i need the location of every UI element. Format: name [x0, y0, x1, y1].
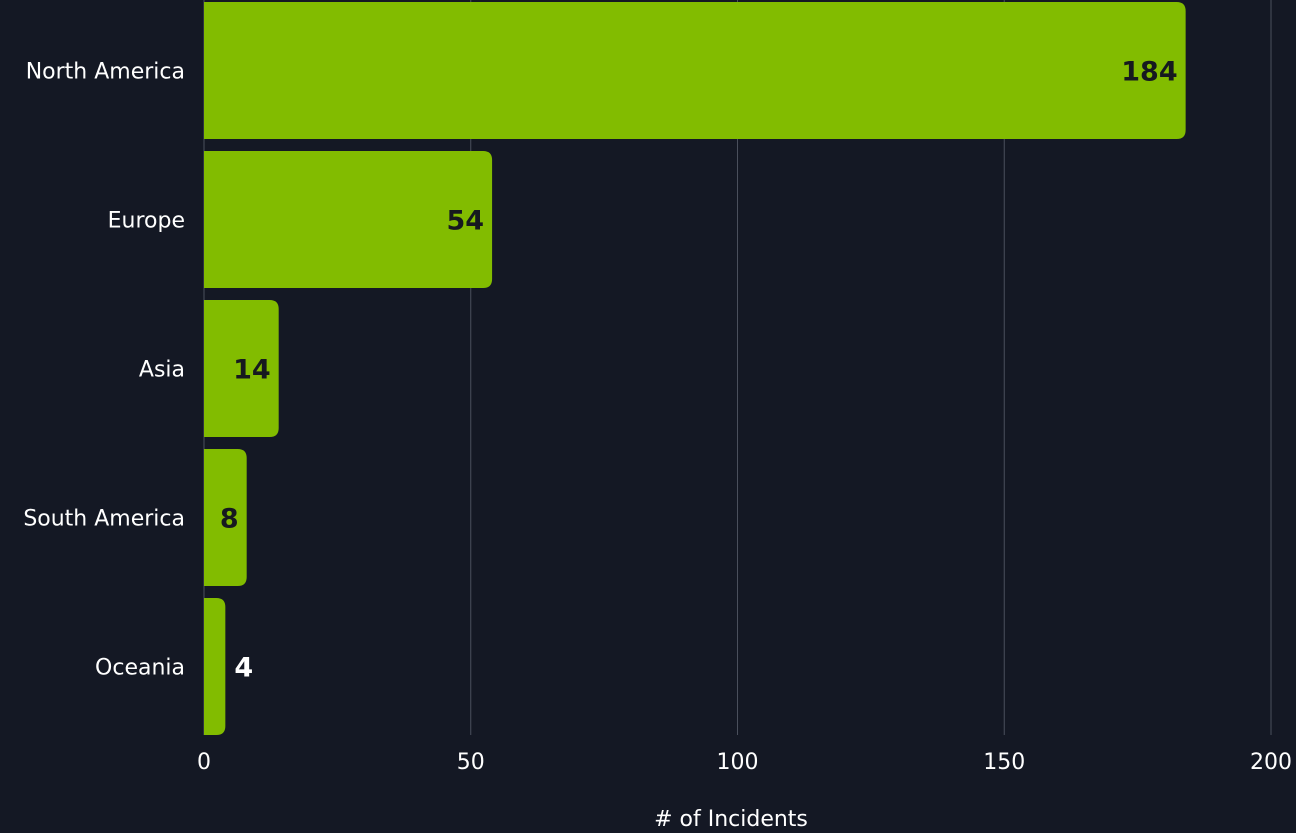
category-labels: North America Europe Asia South America Ocea… [23, 60, 185, 681]
value-label: 8 [220, 504, 239, 535]
value-label: 184 [1121, 57, 1177, 88]
category-label: North America [26, 60, 185, 85]
bar [204, 2, 1186, 139]
x-tick-label: 50 [457, 750, 485, 775]
category-label: Asia [139, 358, 185, 383]
bar [204, 300, 279, 437]
category-label: Oceania [95, 656, 185, 681]
category-label: Europe [108, 209, 185, 234]
bar [204, 151, 493, 288]
bar [204, 449, 247, 586]
bars: 184 54 14 8 4 [204, 2, 1186, 735]
value-label: 54 [447, 206, 485, 237]
category-label: South America [23, 507, 185, 532]
value-label: 14 [233, 355, 271, 386]
value-label: 4 [234, 653, 253, 684]
x-tick-labels: 0 50 100 150 200 [197, 750, 1292, 775]
bar [204, 598, 226, 735]
x-tick-label: 0 [197, 750, 211, 775]
x-tick-label: 100 [717, 750, 759, 775]
x-axis-title: # of Incidents [654, 807, 808, 832]
x-tick-label: 150 [983, 750, 1025, 775]
x-tick-label: 200 [1250, 750, 1292, 775]
